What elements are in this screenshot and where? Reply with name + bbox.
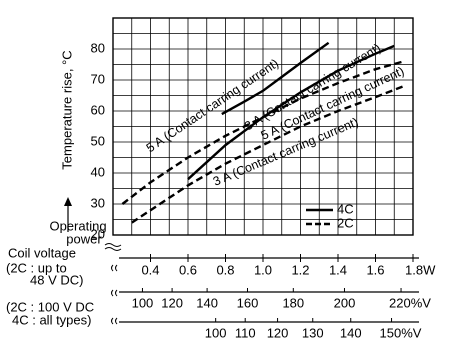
axis-note: (2C : up to [6, 260, 67, 275]
y-tick-label: 30 [91, 195, 105, 210]
secondary-tick-label: 130 [302, 325, 324, 340]
legend-label: 2C [337, 215, 354, 230]
secondary-tick-label: 120 [267, 325, 289, 340]
y-tick-label: 40 [91, 164, 105, 179]
secondary-tick-label: 140 [340, 325, 362, 340]
y-tick-label: 60 [91, 102, 105, 117]
x-tick-label: 1.6 [366, 262, 384, 277]
secondary-tick-label: 110 [235, 325, 256, 340]
curve [221, 41, 330, 116]
x-tick-label: 1.8W [405, 262, 436, 277]
x-tick-label: 1.2 [291, 262, 309, 277]
x-axis-label: power [66, 231, 102, 246]
x-tick-label: 0.8 [216, 262, 234, 277]
secondary-tick-label: 100 [132, 295, 154, 310]
x-tick-label: 1.0 [254, 262, 272, 277]
secondary-tick-label: 180 [282, 295, 304, 310]
x-axis-label: Operating [49, 218, 106, 233]
x-tick-label: 0.4 [141, 262, 159, 277]
axis-note: 48 V DC) [30, 272, 83, 287]
axis-breaks [104, 243, 122, 325]
curve [121, 60, 404, 205]
legend-label: 4C [337, 201, 354, 216]
secondary-tick-label: 200 [334, 295, 356, 310]
x-tick-label: 0.6 [179, 262, 197, 277]
secondary-tick-label: 160 [237, 295, 259, 310]
y-tick-label: 50 [91, 133, 105, 148]
secondary-tick-label: 100 [205, 325, 227, 340]
y-tick-label: 70 [91, 71, 105, 86]
axis-note: (2C : 100 V DC [6, 299, 94, 314]
secondary-tick-label: 140 [196, 295, 218, 310]
coil-voltage-label: Coil voltage [8, 245, 76, 260]
secondary-tick-label: 150%V [380, 325, 422, 340]
secondary-tick-label: 220%V [389, 295, 431, 310]
plot-frame [112, 17, 414, 236]
curve [187, 44, 395, 181]
secondary-tick-label: 120 [161, 295, 183, 310]
y-axis-label: Temperature rise, °C [59, 50, 74, 169]
x-tick-label: 1.4 [329, 262, 347, 277]
axis-note: 4C : all types) [12, 312, 91, 327]
y-tick-label: 20 [91, 226, 105, 241]
y-arrow-head [64, 197, 72, 206]
curve [131, 85, 405, 224]
y-tick-label: 80 [91, 40, 105, 55]
curve-label: 5 A (Contact carring current) [144, 56, 281, 155]
